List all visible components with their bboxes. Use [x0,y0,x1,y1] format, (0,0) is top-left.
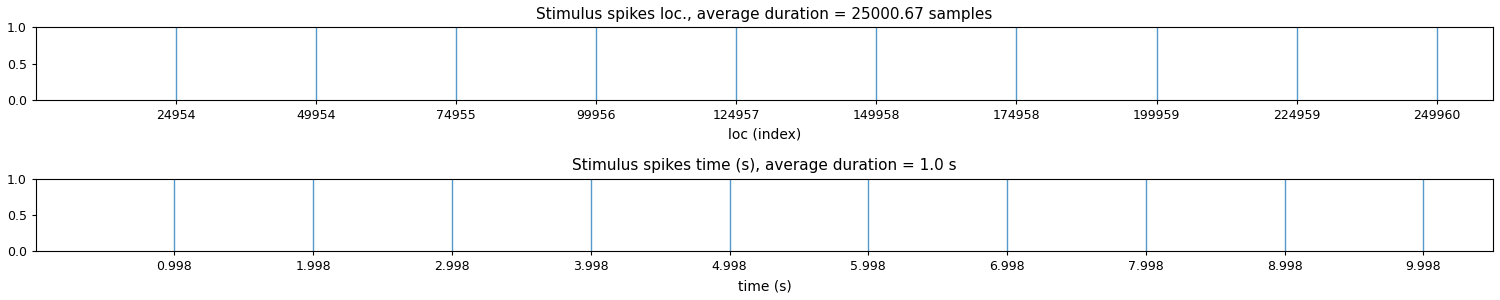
Title: Stimulus spikes time (s), average duration = 1.0 s: Stimulus spikes time (s), average durati… [572,158,957,173]
X-axis label: time (s): time (s) [738,279,792,293]
X-axis label: loc (index): loc (index) [728,128,801,142]
Title: Stimulus spikes loc., average duration = 25000.67 samples: Stimulus spikes loc., average duration =… [537,7,993,22]
